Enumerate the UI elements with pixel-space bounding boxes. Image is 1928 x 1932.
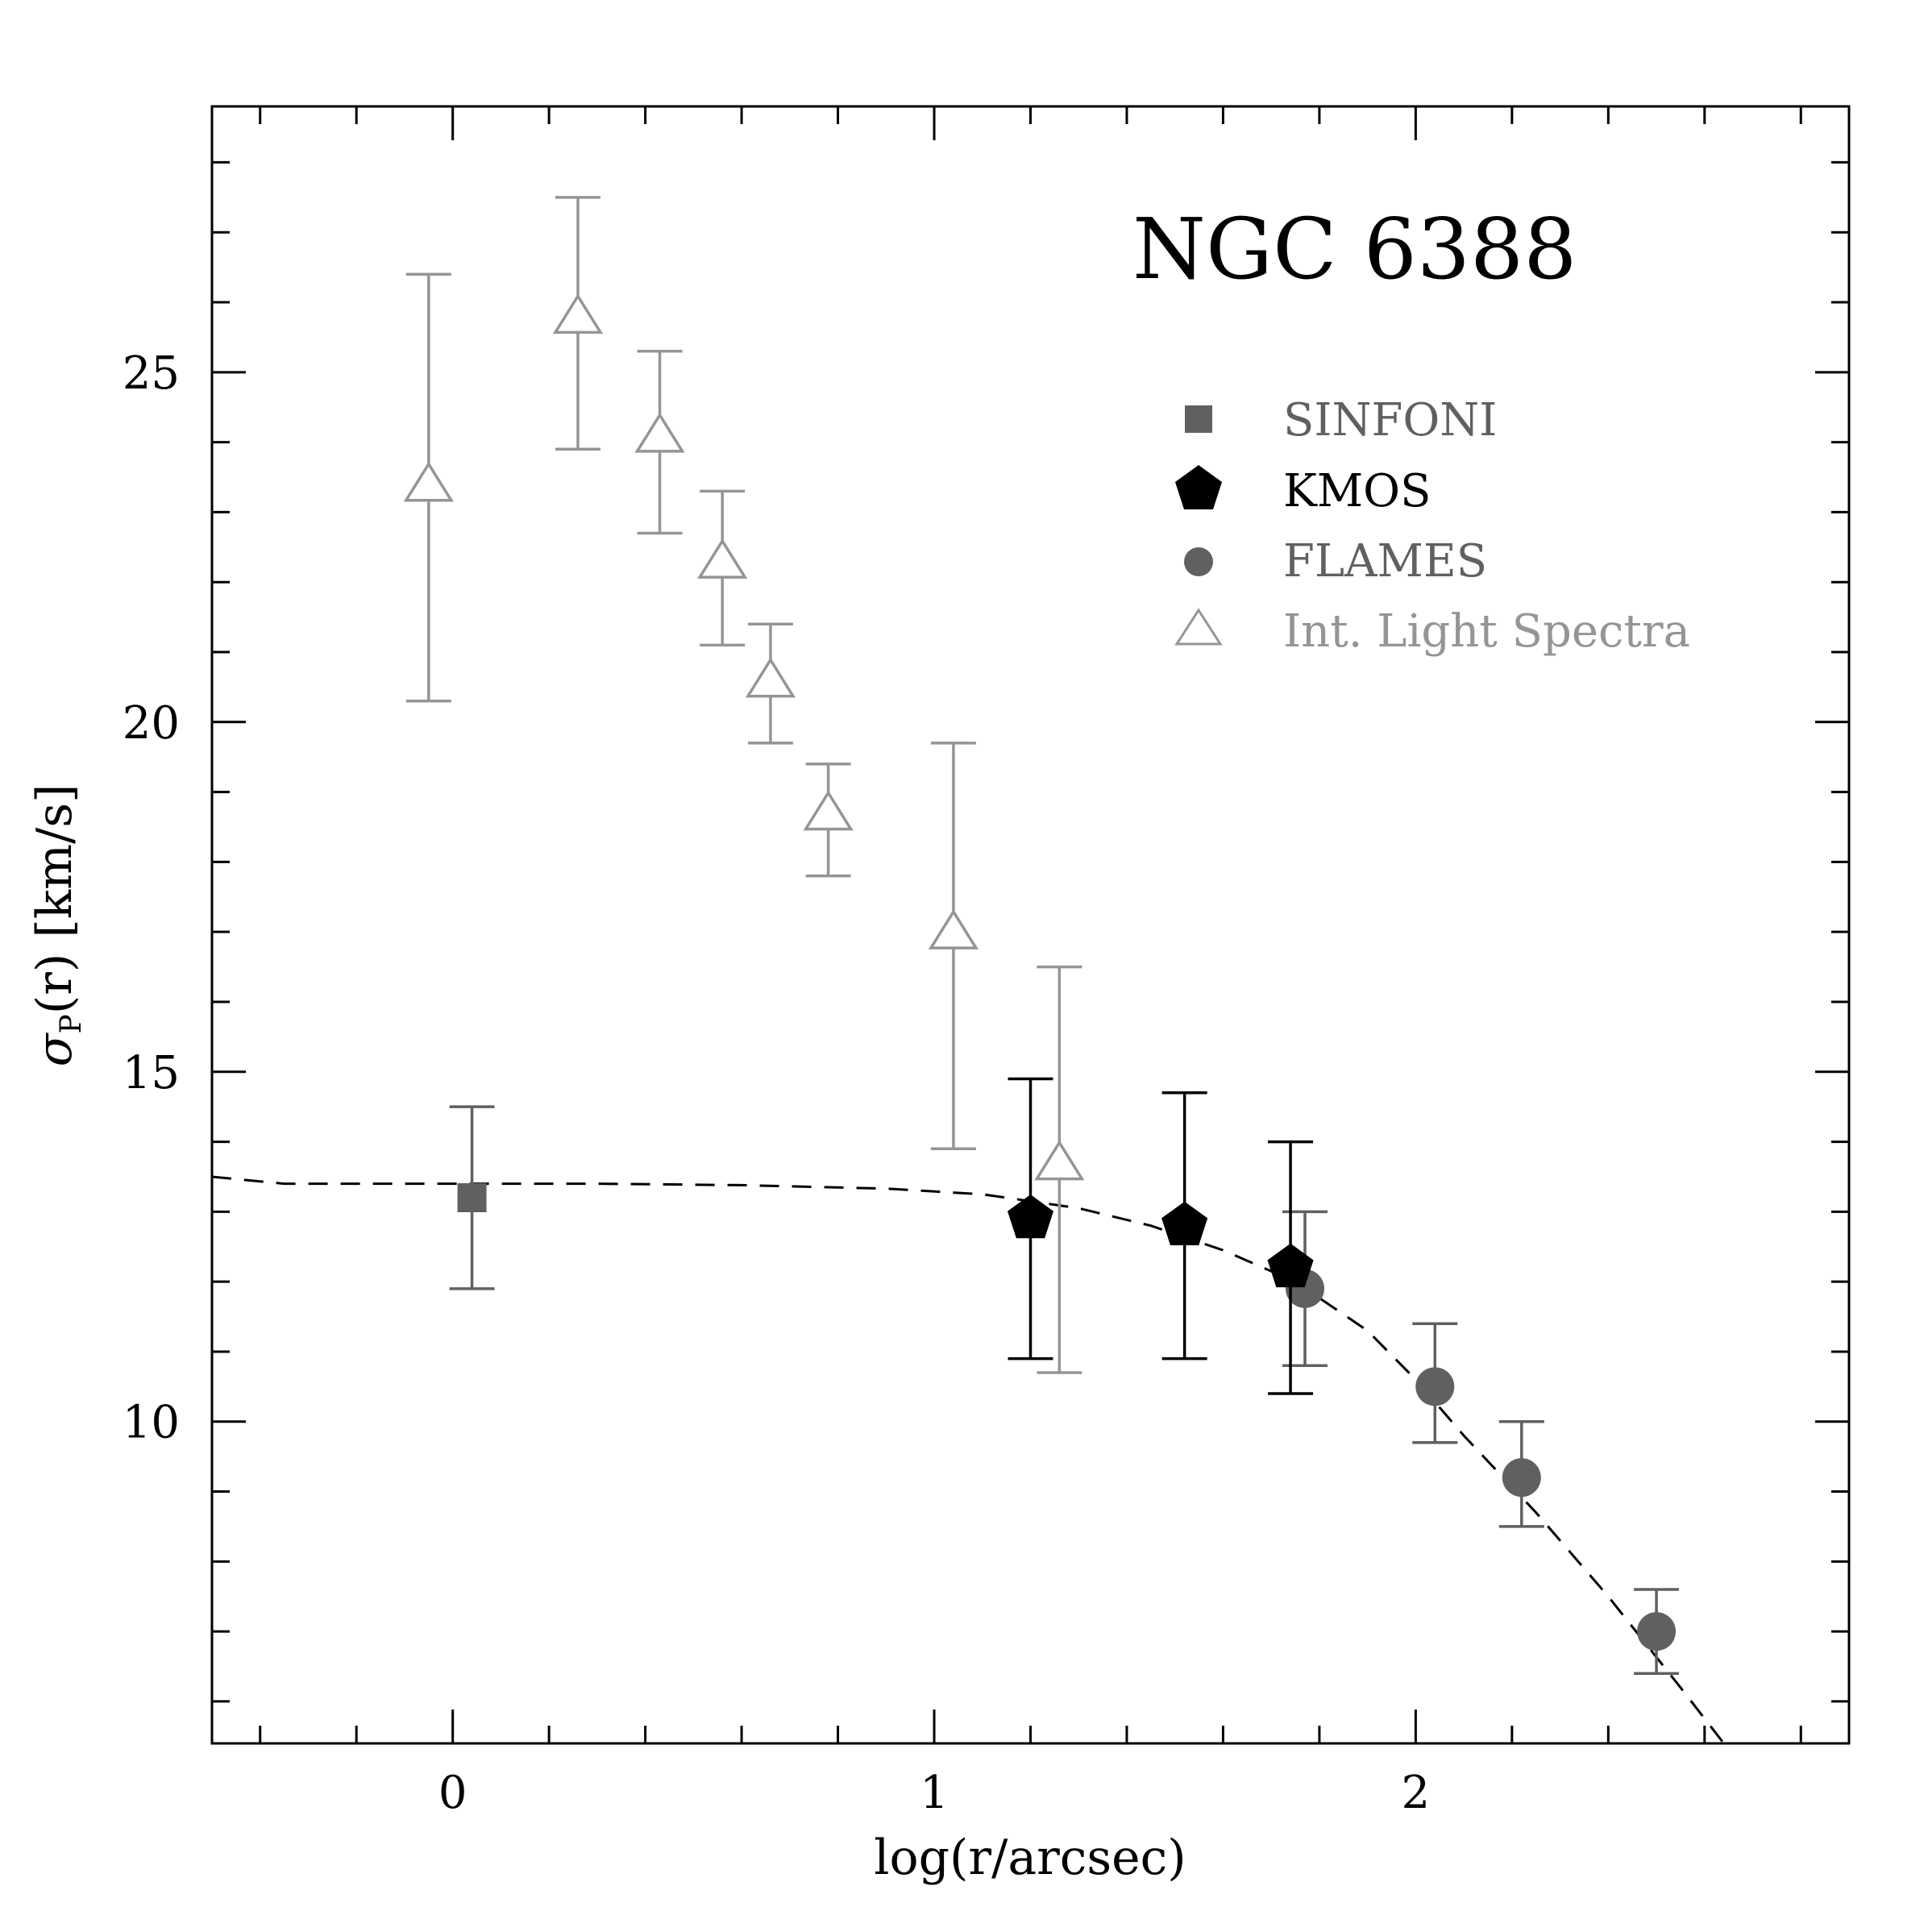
- x-axis-label: log(r/arcsec): [874, 1830, 1186, 1886]
- int-light-point: [697, 538, 748, 579]
- y-axis-label-sigma: σ: [27, 1032, 83, 1066]
- int-light-point: [1034, 1140, 1085, 1181]
- int-light-point: [552, 293, 604, 334]
- flames-point: [1415, 1367, 1455, 1406]
- kmos-point: [1161, 1201, 1208, 1245]
- legend: SINFONI KMOS FLAMES Int. Light Spectra: [1174, 394, 1690, 658]
- y-tick-label: 25: [123, 347, 180, 400]
- chart-title: NGC 6388: [1132, 200, 1577, 298]
- legend-marker-int-light: [1174, 608, 1223, 646]
- y-axis-label: σP(r) [km/s]: [27, 784, 88, 1067]
- legend-marker-kmos: [1175, 465, 1222, 509]
- x-tick-label: 1: [920, 1767, 949, 1819]
- legend-label-flames: FLAMES: [1283, 535, 1487, 588]
- int-light-point: [803, 790, 854, 831]
- int-light-point: [928, 908, 979, 949]
- y-tick-label: 10: [123, 1397, 180, 1449]
- kmos-point: [1267, 1243, 1314, 1288]
- legend-label-int-light: Int. Light Spectra: [1283, 605, 1690, 658]
- legend-marker-flames: [1184, 547, 1213, 576]
- model-curve: [211, 1175, 1725, 1744]
- x-tick-label: 2: [1402, 1767, 1431, 1819]
- legend-marker-sinfoni: [1185, 405, 1212, 433]
- flames-point: [1502, 1458, 1541, 1498]
- y-tick-label: 15: [123, 1047, 180, 1099]
- y-axis-label-subscript: P: [55, 1014, 88, 1033]
- kmos-point: [1008, 1195, 1053, 1239]
- int-light-point: [745, 657, 796, 698]
- sinfoni-point: [457, 1183, 487, 1212]
- legend-label-kmos: KMOS: [1283, 465, 1431, 517]
- x-tick-label: 0: [438, 1767, 467, 1819]
- int-light-point: [403, 461, 454, 502]
- flames-point: [1637, 1612, 1677, 1652]
- int-light-point: [634, 412, 685, 453]
- y-axis-label-rest: (r) [km/s]: [27, 784, 83, 1015]
- plot-frame: [210, 105, 1851, 1745]
- y-tick-label: 20: [123, 697, 180, 750]
- legend-label-sinfoni: SINFONI: [1283, 394, 1497, 447]
